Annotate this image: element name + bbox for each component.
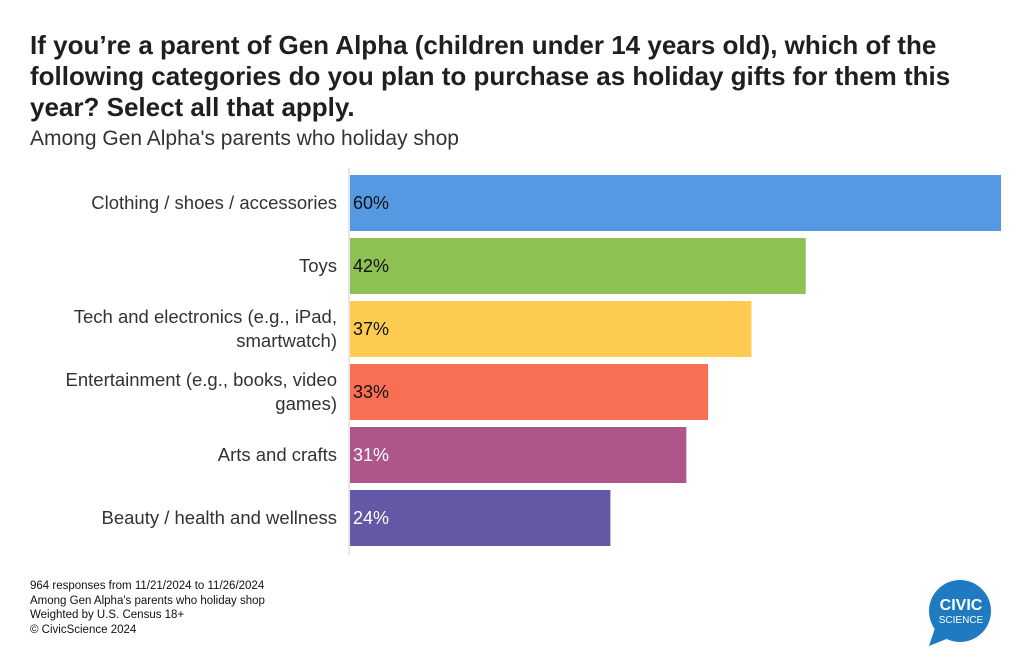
category-label-line: Arts and crafts <box>218 444 337 465</box>
bar-value-label: 24% <box>353 508 389 528</box>
bar-value-label: 31% <box>353 445 389 465</box>
category-label-line: Entertainment (e.g., books, video <box>66 369 337 390</box>
footer-notes: 964 responses from 11/21/2024 to 11/26/2… <box>30 579 265 637</box>
category-label-line: Toys <box>299 255 337 276</box>
bar-6 <box>350 490 611 546</box>
footer-line-weighting: Weighted by U.S. Census 18+ <box>30 609 185 621</box>
category-label-line: Beauty / health and wellness <box>101 507 337 528</box>
bar-value-label: 33% <box>353 382 389 402</box>
bar-value-label: 37% <box>353 319 389 339</box>
footer-line-copyright: © CivicScience 2024 <box>30 623 137 636</box>
logo-science-text: SCIENCE <box>939 615 984 626</box>
category-label-line: smartwatch) <box>236 330 337 351</box>
category-label: Clothing / shoes / accessories <box>91 192 337 213</box>
chart-title: If you’re a parent of Gen Alpha (childre… <box>30 30 951 122</box>
civicscience-logo: CIVIC SCIENCE <box>929 580 991 646</box>
footer-line-population: Among Gen Alpha's parents who holiday sh… <box>30 594 265 607</box>
category-label-line: Tech and electronics (e.g., iPad, <box>74 306 337 327</box>
category-label-line: Clothing / shoes / accessories <box>91 192 337 213</box>
footer-line-responses: 964 responses from 11/21/2024 to 11/26/2… <box>30 580 265 592</box>
bar-2 <box>350 238 806 294</box>
bar-1 <box>350 175 1001 231</box>
category-label: Entertainment (e.g., books, video games) <box>66 369 337 414</box>
logo-civic-text: CIVIC <box>940 597 983 614</box>
bar-3 <box>350 301 752 357</box>
bar-value-label: 60% <box>353 193 389 213</box>
bar-value-label: 42% <box>353 256 389 276</box>
category-label: Beauty / health and wellness <box>101 507 337 528</box>
category-label: Arts and crafts <box>218 444 337 465</box>
chart-subtitle: Among Gen Alpha's parents who holiday sh… <box>30 127 459 150</box>
bar-4 <box>350 364 709 420</box>
category-label: Toys <box>299 255 337 276</box>
category-label: Tech and electronics (e.g., iPad, smartwa… <box>74 306 337 351</box>
category-label-line: games) <box>275 393 337 414</box>
bar-5 <box>350 427 687 483</box>
